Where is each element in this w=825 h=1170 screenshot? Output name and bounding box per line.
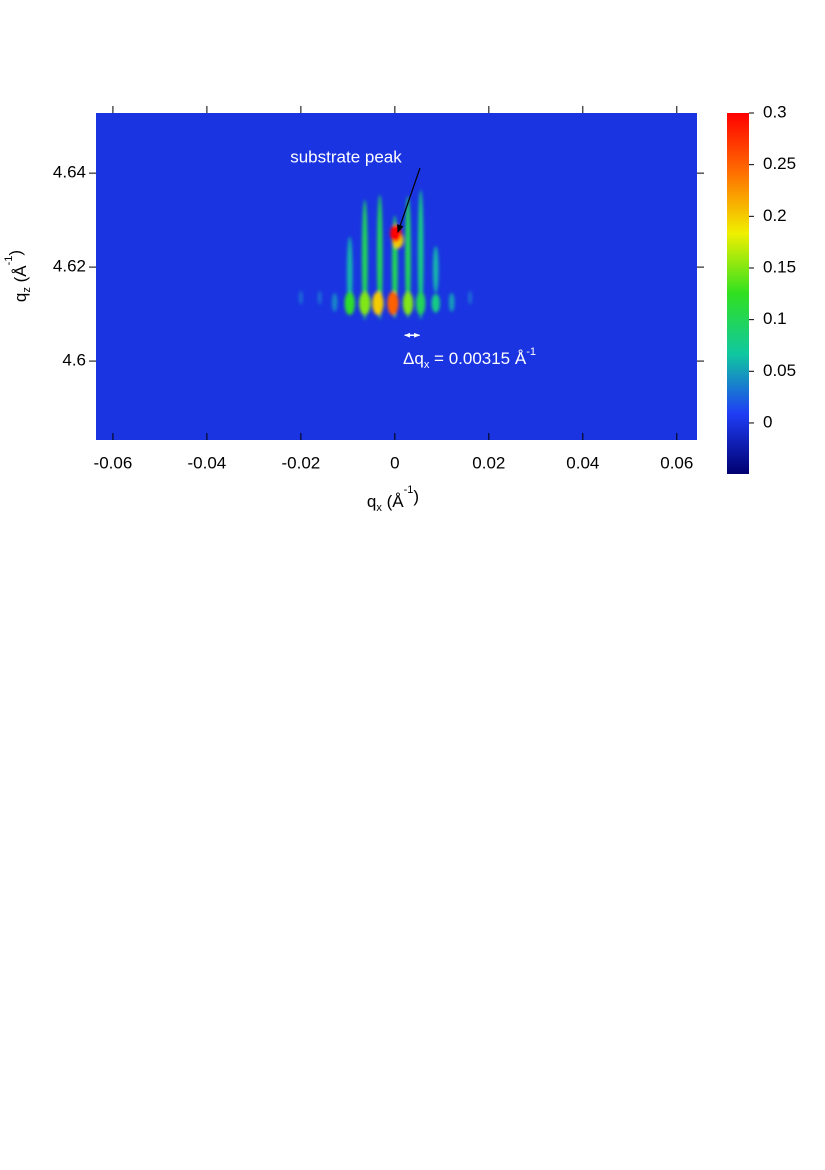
x-axis-label-part: q <box>367 492 376 511</box>
x-tick-label: 0 <box>390 453 399 472</box>
delta-annotation-part: 0.00315 <box>449 349 510 368</box>
intensity-spot <box>448 292 455 312</box>
x-axis-label-part: -1 <box>404 484 414 496</box>
x-tick-label: 0.02 <box>472 453 505 472</box>
intensity-spot <box>361 199 368 321</box>
delta-annotation-part: = <box>429 349 448 368</box>
intensity-spot <box>417 190 424 320</box>
y-axis-label-part: -1 <box>3 256 15 266</box>
colorbar-tick-label: 0.1 <box>763 309 787 328</box>
intensity-spot <box>344 291 355 316</box>
delta-annotation-part: Å <box>510 349 527 368</box>
colorbar-tick-label: 0.2 <box>763 206 787 225</box>
intensity-spot <box>298 290 303 305</box>
x-axis-label: qx (Å-1) <box>367 484 419 514</box>
intensity-spot <box>359 291 371 316</box>
y-axis-label-part: (Å <box>11 265 30 287</box>
intensity-spot <box>376 194 383 320</box>
intensity-spot <box>331 292 338 312</box>
intensity-spot <box>431 293 440 313</box>
x-tick-label: 0.06 <box>660 453 693 472</box>
intensity-spot <box>372 291 384 316</box>
colorbar-tick-label: 0 <box>763 412 772 431</box>
y-axis-label-part: q <box>11 293 30 302</box>
x-tick-label: -0.06 <box>94 453 133 472</box>
intensity-spot <box>387 291 399 316</box>
colorbar-tick-label: 0.05 <box>763 361 796 380</box>
y-axis-label-part: ) <box>6 250 25 256</box>
y-axis-label-part: z <box>21 287 33 293</box>
intensity-spot <box>405 196 411 319</box>
heatmap-spots <box>298 190 472 321</box>
y-tick-label: 4.6 <box>62 351 86 370</box>
intensity-spot <box>416 291 426 316</box>
delta-annotation: Δqx = 0.00315 Å-1 <box>403 346 536 371</box>
annotation-arrow <box>397 167 421 234</box>
annotation: substrate peak <box>290 148 402 167</box>
x-axis-label-part: x <box>376 502 382 514</box>
intensity-spot <box>317 290 322 305</box>
colorbar-tick-label: 0.25 <box>763 154 796 173</box>
colorbar-tick-label: 0.3 <box>763 102 787 121</box>
colorbar-tick-label: 0.15 <box>763 257 796 276</box>
colorbar <box>727 113 749 474</box>
intensity-spot <box>468 290 472 305</box>
intensity-spot <box>432 245 439 293</box>
x-tick-label: -0.04 <box>188 453 227 472</box>
x-tick-label: 0.04 <box>566 453 599 472</box>
x-axis-label-part: (Å <box>382 492 404 511</box>
delta-annotation-part: -1 <box>526 346 536 358</box>
y-tick-label: 4.62 <box>53 257 86 276</box>
y-tick-label: 4.64 <box>53 163 86 182</box>
intensity-spot <box>402 291 414 316</box>
y-axis-label: qz (Å-1) <box>3 250 33 302</box>
x-axis-label-part: ) <box>413 487 419 506</box>
delta-annotation-part: Δq <box>403 349 424 368</box>
delta-annotation-part: x <box>424 359 430 371</box>
x-tick-label: -0.02 <box>282 453 321 472</box>
